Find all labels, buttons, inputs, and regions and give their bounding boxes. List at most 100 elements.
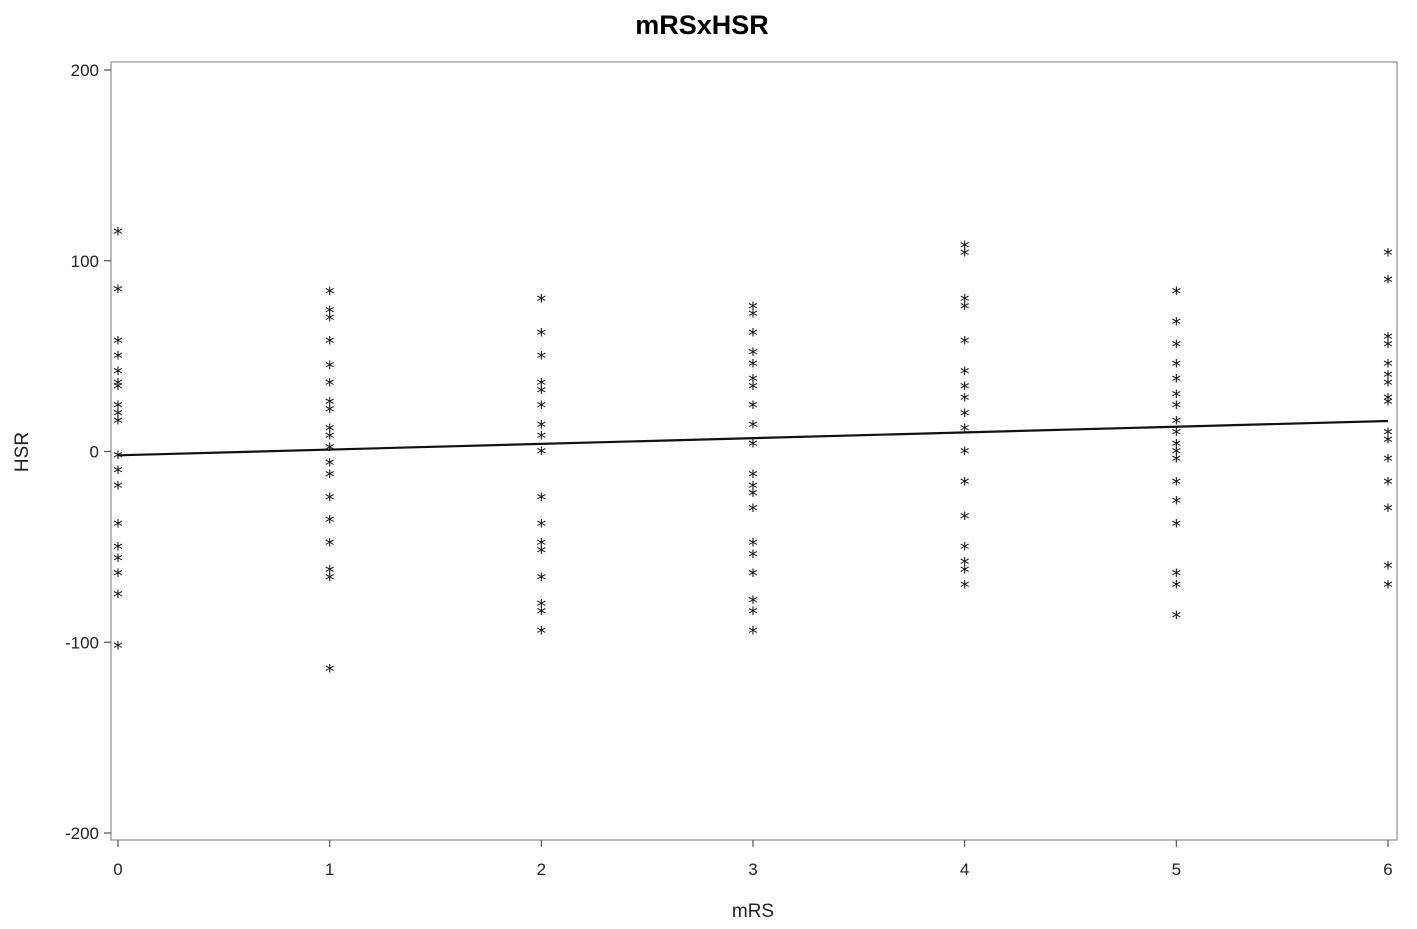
x-tick-label: 3 — [748, 860, 757, 879]
data-point: * — [1171, 386, 1182, 408]
data-point: * — [324, 333, 335, 355]
data-point: * — [536, 543, 547, 565]
data-point: * — [747, 604, 758, 626]
data-point: * — [959, 333, 970, 355]
data-point: * — [959, 379, 970, 401]
data-point: * — [536, 375, 547, 397]
data-point: * — [536, 348, 547, 370]
data-point: * — [324, 394, 335, 416]
data-point: * — [959, 405, 970, 427]
x-tick-label: 4 — [960, 860, 969, 879]
data-point: * — [747, 566, 758, 588]
data-point: * — [959, 562, 970, 584]
data-point: * — [1171, 424, 1182, 446]
data-point: * — [959, 291, 970, 313]
y-tick-label: 100 — [71, 252, 99, 271]
data-point: * — [112, 478, 123, 500]
data-point: * — [747, 623, 758, 645]
data-point: * — [324, 310, 335, 332]
y-axis: -200 -100 0 100 200 — [65, 61, 111, 843]
data-point: * — [112, 379, 123, 401]
data-point: * — [747, 501, 758, 523]
data-point: * — [747, 299, 758, 321]
data-point: * — [747, 436, 758, 458]
data-point: * — [747, 379, 758, 401]
data-points: ****************************************… — [112, 224, 1393, 683]
data-point: * — [1382, 424, 1393, 446]
data-point: * — [536, 382, 547, 404]
data-point: * — [1171, 283, 1182, 305]
x-axis-label: mRS — [732, 901, 774, 922]
data-point: * — [112, 447, 123, 469]
data-point: * — [959, 474, 970, 496]
data-point: * — [1171, 493, 1182, 515]
data-point: * — [536, 569, 547, 591]
data-point: * — [324, 535, 335, 557]
data-point: * — [1382, 390, 1393, 412]
x-axis: 0 1 2 3 4 5 6 — [113, 840, 1393, 879]
data-point: * — [324, 562, 335, 584]
data-point: * — [1382, 245, 1393, 267]
data-point: * — [112, 224, 123, 246]
chart-title: mRSxHSR — [635, 10, 769, 40]
data-point: * — [1171, 516, 1182, 538]
data-point: * — [959, 299, 970, 321]
data-point: * — [1171, 314, 1182, 336]
data-point: * — [112, 363, 123, 385]
data-point: * — [112, 550, 123, 572]
data-point: * — [324, 375, 335, 397]
data-point: * — [747, 306, 758, 328]
data-point: * — [112, 638, 123, 660]
data-point: * — [112, 539, 123, 561]
data-point: * — [1171, 474, 1182, 496]
data-point: * — [1382, 558, 1393, 580]
data-point: * — [536, 444, 547, 466]
data-point: * — [1171, 444, 1182, 466]
data-point: * — [747, 547, 758, 569]
data-point: * — [1382, 356, 1393, 378]
data-point: * — [959, 444, 970, 466]
data-point: * — [1382, 367, 1393, 389]
data-point: * — [1382, 272, 1393, 294]
data-point: * — [112, 566, 123, 588]
data-point: * — [536, 604, 547, 626]
data-point: * — [959, 539, 970, 561]
data-point: * — [1382, 337, 1393, 359]
y-tick-label: -200 — [65, 824, 99, 843]
data-point: * — [536, 623, 547, 645]
data-point: * — [536, 489, 547, 511]
data-point: * — [536, 325, 547, 347]
data-point: * — [324, 489, 335, 511]
y-tick-label: -100 — [65, 633, 99, 652]
data-point: * — [324, 455, 335, 477]
data-point: * — [536, 291, 547, 313]
data-point: * — [747, 356, 758, 378]
data-point: * — [1171, 577, 1182, 599]
y-tick-label: 0 — [90, 443, 99, 462]
data-point: * — [536, 398, 547, 420]
data-point: * — [959, 237, 970, 259]
data-point: * — [324, 421, 335, 443]
data-point: * — [1171, 398, 1182, 420]
data-point: * — [747, 371, 758, 393]
data-point: * — [747, 535, 758, 557]
data-point: * — [959, 390, 970, 412]
data-point: * — [324, 661, 335, 683]
data-point: * — [112, 333, 123, 355]
x-tick-label: 6 — [1383, 860, 1392, 879]
data-point: * — [112, 413, 123, 435]
data-point: * — [112, 281, 123, 303]
x-tick-label: 5 — [1172, 860, 1181, 879]
data-point: * — [959, 363, 970, 385]
x-tick-label: 2 — [537, 860, 546, 879]
data-point: * — [112, 587, 123, 609]
data-point: * — [536, 596, 547, 618]
data-point: * — [747, 344, 758, 366]
data-point: * — [324, 569, 335, 591]
x-tick-label: 0 — [113, 860, 122, 879]
data-point: * — [747, 325, 758, 347]
data-point: * — [536, 516, 547, 538]
data-point: * — [747, 485, 758, 507]
x-tick-label: 1 — [325, 860, 334, 879]
